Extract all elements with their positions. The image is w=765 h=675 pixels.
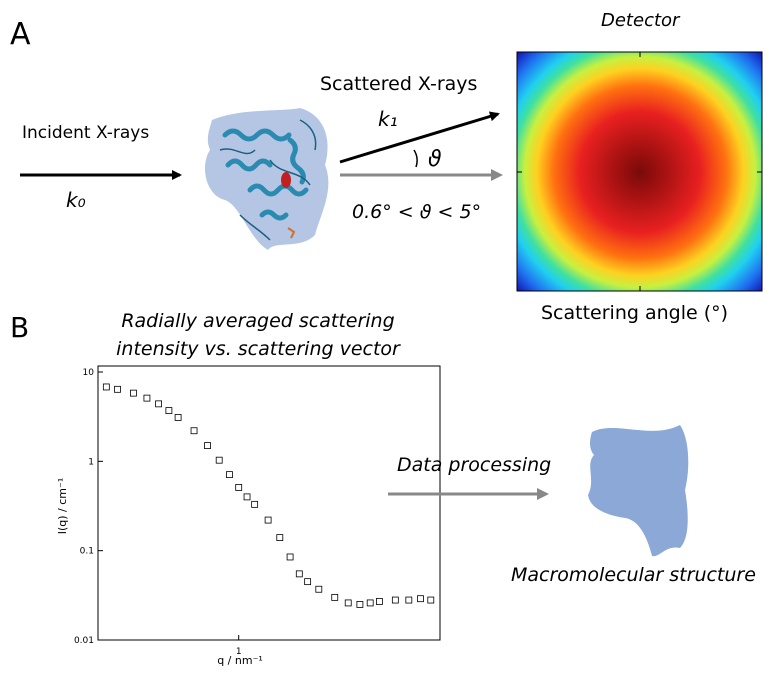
y-tick-label: 0.1: [80, 547, 94, 557]
angle-range: 0.6° < ϑ < 5°: [352, 201, 481, 223]
data-point: [428, 597, 434, 603]
data-point: [277, 535, 283, 541]
theta-label: ϑ: [428, 147, 442, 172]
data-point: [144, 395, 150, 401]
data-point: [345, 600, 351, 606]
k0-label: k₀: [66, 188, 86, 212]
data-point: [130, 390, 136, 396]
data-point: [367, 600, 373, 606]
y-tick-label: 0.01: [74, 636, 94, 646]
structure-shape: [588, 425, 688, 556]
y-tick-label: 10: [83, 368, 95, 378]
data-point: [252, 501, 258, 507]
scattered-label: Scattered X-rays: [320, 73, 477, 95]
data-point: [406, 597, 412, 603]
data-point: [226, 472, 232, 478]
figure: A Incident X-rays k₀ Scattered X-rays k₁…: [0, 0, 765, 675]
data-point: [156, 401, 162, 407]
detector-image: [517, 52, 762, 291]
angle-arc: [414, 150, 417, 167]
chart-title: Radially averaged scattering: [121, 310, 394, 332]
page: A Incident X-rays k₀ Scattered X-rays k₁…: [0, 0, 765, 675]
chart-title: intensity vs. scattering vector: [116, 338, 401, 360]
data-point: [376, 598, 382, 604]
data-point: [316, 586, 322, 592]
plot: Radially averaged scattering intensity vs…: [56, 310, 440, 667]
data-point: [305, 579, 311, 585]
y-axis-label: I(q) / cm⁻¹: [56, 478, 69, 535]
data-point: [236, 484, 242, 490]
x-axis-label: q / nm⁻¹: [217, 654, 263, 667]
data-point: [103, 384, 109, 390]
plot-frame: [98, 366, 440, 640]
data-point: [175, 414, 181, 420]
data-point: [205, 443, 211, 449]
detector-axis-label: Scattering angle (°): [541, 302, 728, 324]
y-tick-label: 1: [88, 457, 94, 467]
scattered-arrow: [340, 114, 498, 162]
data-point: [265, 517, 271, 523]
data-point: [296, 571, 302, 577]
data-point: [417, 596, 423, 602]
protein: [205, 108, 328, 250]
detector-title: Detector: [601, 10, 681, 31]
data-point: [287, 554, 293, 560]
incident-label: Incident X-rays: [22, 123, 149, 143]
panel-label: B: [10, 311, 29, 344]
data-point: [115, 386, 121, 392]
data-point: [216, 457, 222, 463]
structure-label: Macromolecular structure: [511, 564, 756, 586]
k1-label: k₁: [378, 107, 398, 131]
data-point: [191, 428, 197, 434]
data-point: [332, 594, 338, 600]
process-label: Data processing: [397, 454, 551, 476]
data-point: [244, 494, 250, 500]
data-point: [357, 601, 363, 607]
data-point: [166, 408, 172, 414]
panel-label: A: [10, 17, 31, 52]
data-point: [392, 597, 398, 603]
